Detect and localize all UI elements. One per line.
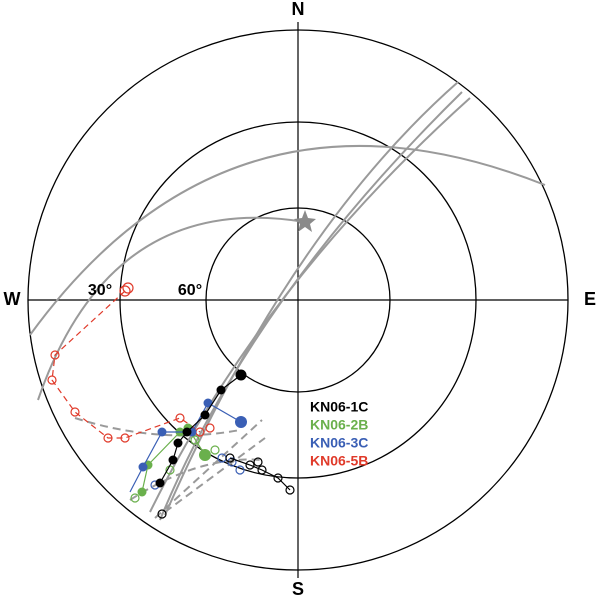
point [285, 485, 295, 495]
point [157, 509, 167, 519]
black-open-path [229, 457, 291, 491]
legend: KN06-1C KN06-2B KN06-3C KN06-5B [310, 399, 368, 469]
south-label: S [292, 579, 304, 599]
dashed-circle [154, 419, 263, 519]
point [103, 433, 113, 443]
great-circle [149, 97, 471, 513]
point [273, 473, 283, 483]
net [27, 22, 569, 578]
blue-path [129, 402, 242, 493]
blue-points [129, 398, 247, 493]
great-circle [37, 216, 306, 401]
great-circles [29, 81, 546, 521]
legend-label: KN06-3C [310, 435, 368, 451]
point [122, 282, 134, 294]
west-label: W [4, 289, 21, 309]
legend-label: KN06-1C [310, 399, 368, 415]
point [70, 407, 80, 417]
point [120, 433, 130, 443]
point [257, 465, 267, 475]
east-label: E [584, 289, 596, 309]
point [50, 350, 60, 360]
point [190, 435, 200, 445]
red-points [47, 282, 215, 443]
point [225, 453, 235, 463]
black-points [155, 369, 295, 519]
red-path [51, 290, 201, 439]
mean-star [294, 210, 316, 232]
point [47, 375, 57, 385]
point [235, 465, 245, 475]
point [245, 460, 255, 470]
dashed-circle [164, 437, 266, 513]
point [130, 493, 140, 503]
great-circle [164, 81, 459, 516]
legend-label: KN06-2B [310, 417, 368, 433]
great-circle [29, 144, 546, 336]
north-label: N [292, 0, 305, 19]
point [210, 445, 220, 455]
point [205, 423, 215, 433]
ring-label: 30° [88, 282, 112, 299]
point [119, 285, 131, 297]
legend-label: KN06-5B [310, 453, 368, 469]
ring-label: 60° [178, 282, 202, 299]
point [175, 413, 185, 423]
point [253, 457, 263, 467]
